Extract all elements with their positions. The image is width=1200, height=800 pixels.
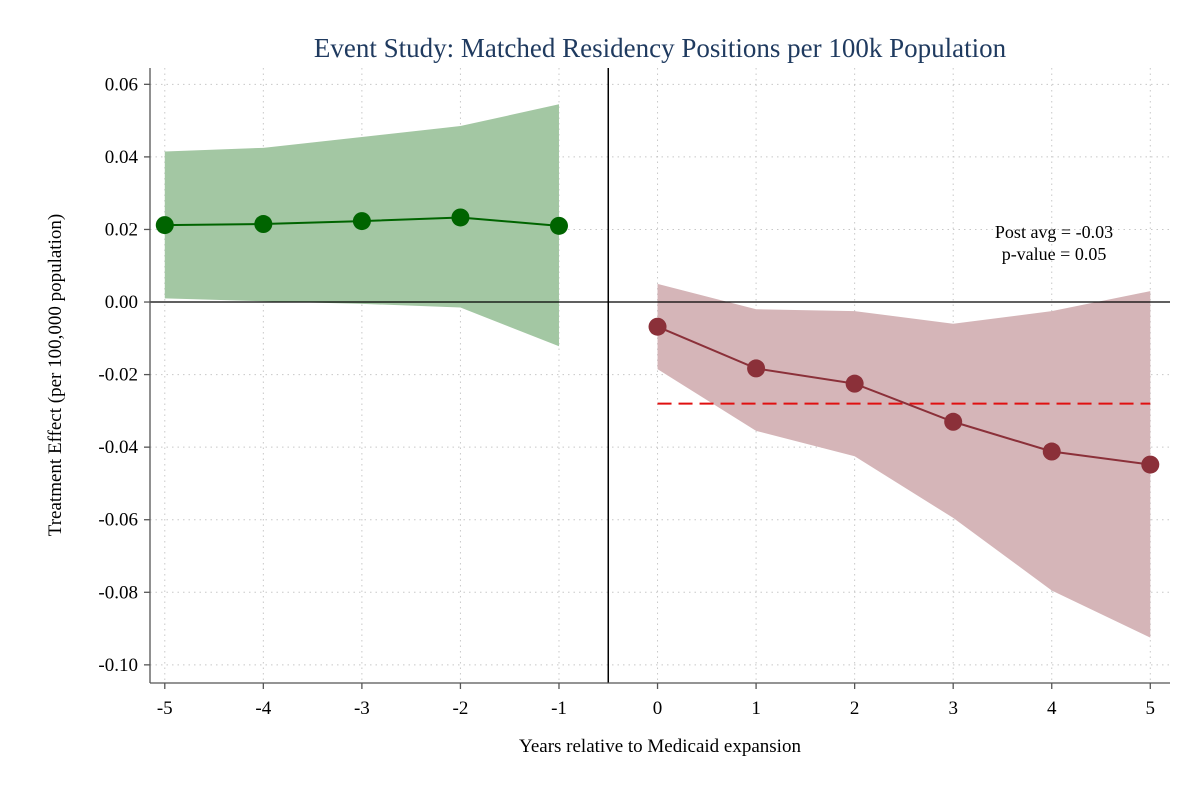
post-point [747,359,766,378]
post-point [648,317,667,336]
reference-lines [150,68,1170,683]
post-point [845,374,864,393]
x-tick-label: -3 [354,698,370,719]
post-confidence-band [657,283,1151,638]
x-tick-label: -4 [255,698,271,719]
axes [144,68,1170,689]
y-tick-label: 0.02 [105,219,138,240]
pre-point [155,216,174,235]
pre-point [352,212,371,231]
series-points [155,208,1160,474]
tick-labels: -5 -4 -3 -2 -1 0 1 2 3 4 5 0.06 0.04 0.02 0.00 -0.02 -0.… [98,74,1155,719]
post-average-annotation: Post avg = -0.03 [995,222,1113,242]
y-tick-label: -0.04 [98,437,138,458]
y-tick-label: 0.00 [105,292,138,313]
y-tick-label: -0.10 [98,655,138,676]
x-tick-label: -2 [453,698,469,719]
p-value-annotation: p-value = 0.05 [1002,244,1107,264]
x-tick-label: -5 [157,698,173,719]
x-tick-label: 4 [1047,698,1057,719]
pre-point [451,208,470,227]
x-tick-label: 1 [751,698,761,719]
x-tick-label: -1 [551,698,567,719]
post-point [944,412,963,431]
x-tick-label: 3 [948,698,958,719]
y-tick-label: -0.02 [98,365,138,386]
y-tick-label: -0.08 [98,582,138,603]
post-series-line [657,325,1151,466]
pre-point [549,216,568,235]
y-tick-label: 0.04 [105,147,139,168]
x-tick-label: 0 [653,698,663,719]
x-axis-label: Years relative to Medicaid expansion [519,736,801,757]
pre-point [254,215,273,234]
post-point [1141,455,1160,474]
y-tick-label: -0.06 [98,510,138,531]
x-tick-label: 5 [1146,698,1156,719]
chart-title: Event Study: Matched Residency Positions… [314,33,1007,63]
y-tick-label: 0.06 [105,74,138,95]
y-axis-label: Treatment Effect (per 100,000 population… [45,214,66,536]
post-point [1042,442,1061,461]
x-tick-label: 2 [850,698,860,719]
